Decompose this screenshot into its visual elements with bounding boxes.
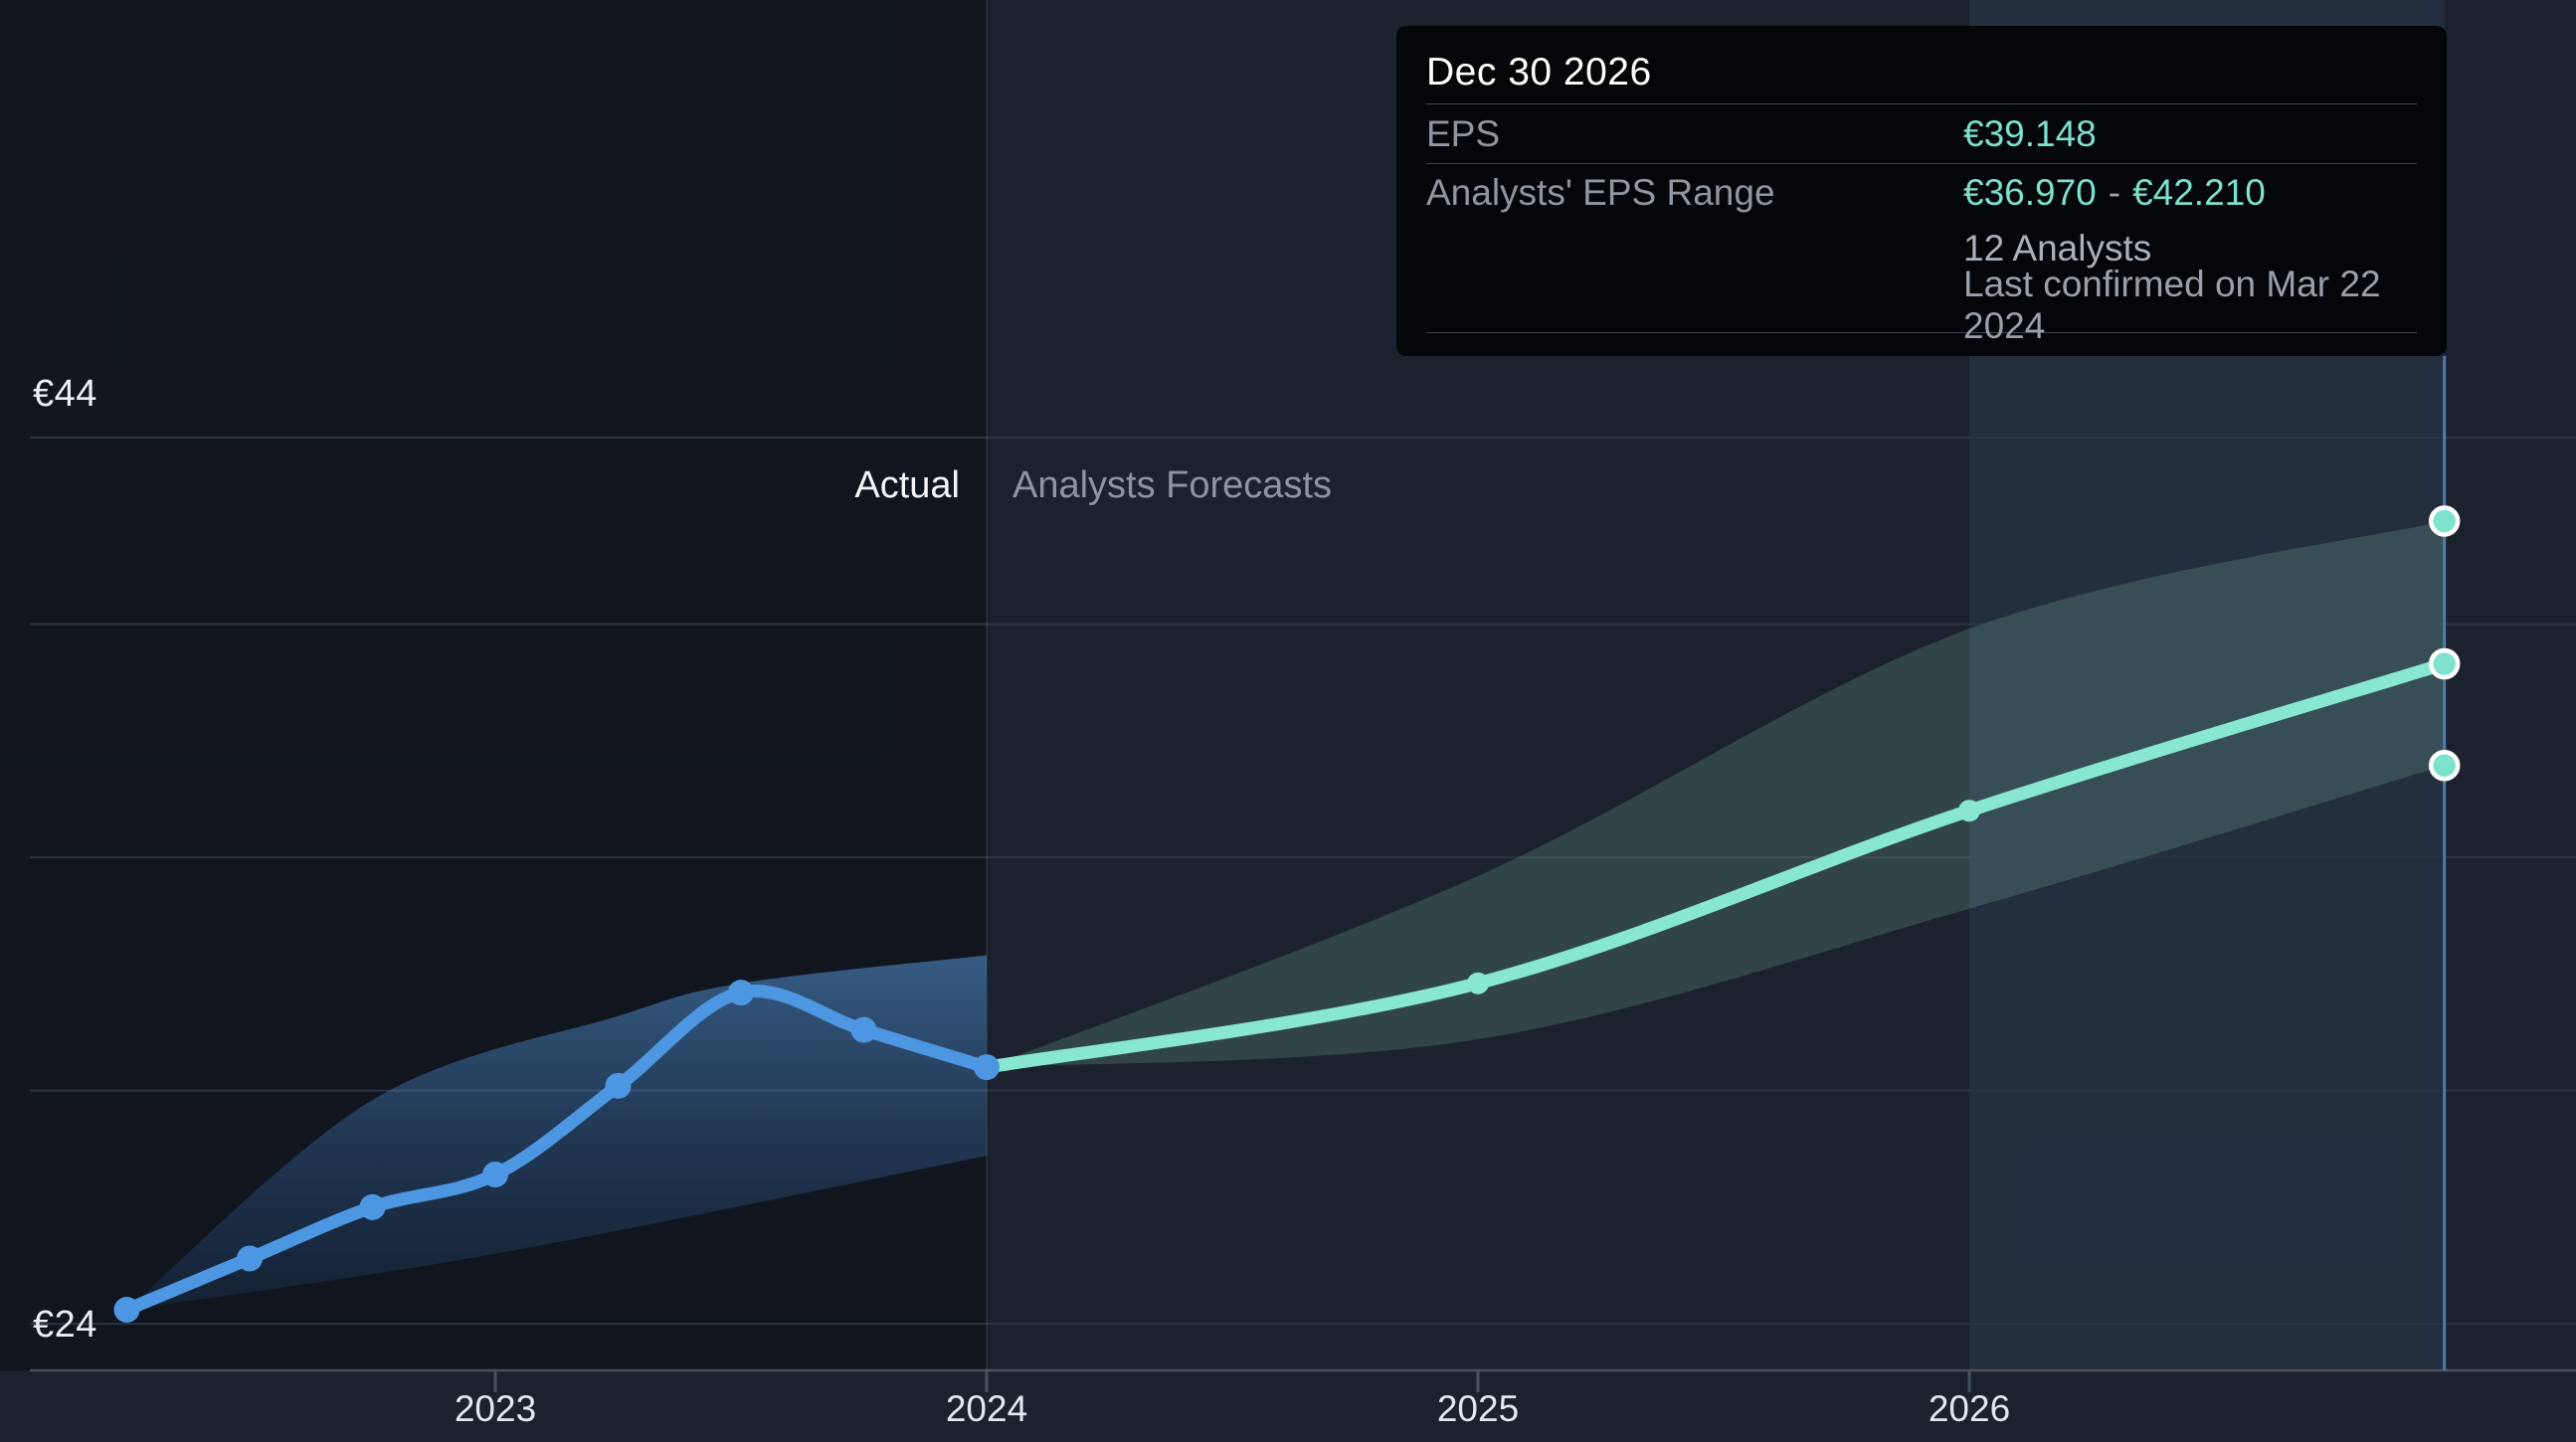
tooltip-range-low: €36.970: [1963, 171, 2097, 213]
actual-section-label: Actual: [854, 464, 960, 506]
y-axis-max-label: €44: [33, 373, 97, 415]
x-axis-label-2026: 2026: [1928, 1388, 2011, 1429]
tooltip-eps-value: €39.148: [1963, 112, 2097, 154]
tooltip-range-high: €42.210: [2132, 171, 2266, 213]
forecast-section-label: Analysts Forecasts: [1012, 464, 1332, 506]
tooltip-eps-label: EPS: [1426, 112, 1501, 154]
data-point-marker: [482, 1162, 508, 1188]
series-line-eps-analysts-forecast-: [980, 657, 2452, 1074]
tooltip-analyst-count: 12 Analysts: [1963, 228, 2152, 269]
data-point-marker: [237, 1245, 263, 1272]
data-point-marker: [974, 1054, 1000, 1081]
x-axis-label-2024: 2024: [945, 1388, 1028, 1429]
x-axis-label-2025: 2025: [1436, 1388, 1520, 1429]
tooltip-eps-row: EPS €39.148: [1426, 104, 2417, 164]
data-point-marker: [1958, 800, 1980, 822]
end-value-marker-39.148: [2428, 647, 2461, 680]
data-point-marker: [1467, 972, 1489, 994]
series-line-eps-actual-: [120, 985, 994, 1317]
data-point-marker: [850, 1016, 877, 1043]
range-band-1: [987, 521, 2445, 1068]
data-point-marker: [359, 1193, 386, 1220]
eps-tooltip: Dec 30 2026 EPS €39.148 Analysts' EPS Ra…: [1396, 26, 2447, 356]
data-point-marker: [113, 1297, 140, 1324]
end-value-marker-36.97: [2428, 749, 2461, 782]
x-axis-label-2023: 2023: [454, 1388, 537, 1429]
y-axis-min-label: €24: [33, 1304, 97, 1346]
tooltip-range-separator: -: [2108, 171, 2121, 213]
tooltip-last-confirmed: Last confirmed on Mar 22 2024: [1963, 263, 2381, 346]
end-value-marker-42.21: [2428, 505, 2461, 537]
tooltip-range-section: Analysts' EPS Range €36.970 - €42.210 12…: [1426, 164, 2417, 346]
tooltip-date-title: Dec 30 2026: [1426, 26, 2417, 104]
tooltip-range-label: Analysts' EPS Range: [1426, 171, 1775, 213]
data-point-marker: [605, 1072, 632, 1099]
data-point-marker: [728, 980, 754, 1006]
